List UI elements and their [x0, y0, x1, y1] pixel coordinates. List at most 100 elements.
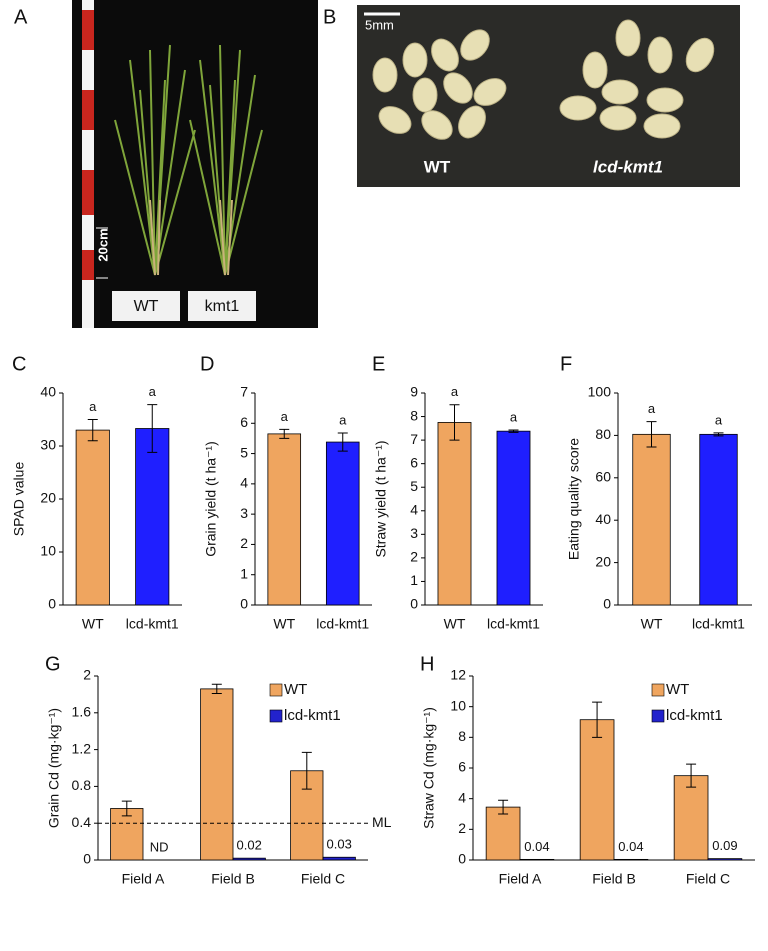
bar-label: a — [648, 401, 656, 416]
y-tick-label: 3 — [410, 525, 418, 541]
y-axis-title: Grain Cd (mg·kg⁻¹) — [46, 708, 62, 828]
legend-swatch — [651, 683, 665, 697]
bar — [519, 858, 555, 861]
scale-label: 5mm — [365, 17, 394, 32]
legend-swatch — [269, 683, 283, 697]
error-bar — [713, 432, 724, 437]
photo-plants — [72, 0, 318, 328]
y-tick-label: 2 — [240, 535, 248, 551]
y-tick-label: 3 — [240, 505, 248, 521]
error-bar — [87, 419, 98, 442]
x-tick-label: Field A — [122, 871, 165, 887]
y-tick-label: 5 — [410, 478, 418, 494]
y-tick-label: 0.8 — [72, 777, 92, 793]
legend-swatch — [269, 709, 283, 723]
bar-label: ND — [150, 839, 169, 854]
y-tick-label: 9 — [410, 384, 418, 400]
panel-label: F — [560, 353, 572, 375]
reference-label: ML — [372, 814, 392, 830]
x-tick-label: WT — [273, 616, 295, 632]
y-tick-label: 8 — [458, 728, 466, 744]
y-tick-label: 100 — [588, 384, 612, 400]
bar — [485, 806, 521, 861]
y-axis-title: Straw yield (t ha⁻¹) — [373, 440, 389, 557]
y-tick-label: 0 — [458, 851, 466, 867]
bar — [75, 429, 110, 606]
legend-label: WT — [284, 681, 307, 698]
panel-label: E — [372, 353, 385, 375]
photo-label: WT — [134, 298, 159, 315]
y-tick-label: 7 — [240, 384, 248, 400]
panel-label: B — [323, 6, 336, 28]
photo-grains — [357, 5, 740, 187]
legend-label: lcd-kmt1 — [666, 707, 723, 724]
error-bar — [211, 683, 222, 694]
error-bar — [498, 799, 509, 815]
y-axis-title: Grain yield (t ha⁻¹) — [203, 441, 219, 557]
error-bar — [592, 701, 603, 738]
y-tick-label: 20 — [40, 490, 56, 506]
y-tick-label: 8 — [410, 407, 418, 423]
x-tick-label: lcd-kmt1 — [126, 616, 179, 632]
y-tick-label: 60 — [595, 469, 611, 485]
bar — [707, 858, 743, 861]
y-tick-label: 1.6 — [72, 704, 92, 720]
scale-label: 20cm — [95, 228, 110, 261]
photo-label: lcd-kmt1 — [593, 157, 663, 176]
y-tick-label: 0 — [240, 596, 248, 612]
y-tick-label: 2 — [83, 667, 91, 683]
y-tick-label: 0 — [603, 596, 611, 612]
y-tick-label: 1 — [240, 565, 248, 581]
bar — [613, 858, 649, 861]
panel-label: H — [420, 653, 434, 675]
y-tick-label: 2 — [410, 549, 418, 565]
x-tick-label: WT — [641, 616, 663, 632]
x-tick-label: Field B — [592, 871, 636, 887]
photo-label: WT — [424, 157, 451, 176]
x-tick-label: WT — [444, 616, 466, 632]
y-tick-label: 6 — [240, 414, 248, 430]
error-bar — [508, 429, 519, 433]
x-tick-label: WT — [82, 616, 104, 632]
photo-label: kmt1 — [205, 298, 240, 315]
y-tick-label: 0 — [410, 596, 418, 612]
panel-label: C — [12, 353, 26, 375]
x-tick-label: lcd-kmt1 — [692, 616, 745, 632]
bar-label: 0.04 — [524, 839, 549, 854]
bar-label: a — [451, 384, 459, 399]
bar-label: 0.02 — [237, 838, 262, 853]
bar-label: 0.04 — [618, 839, 643, 854]
x-tick-label: lcd-kmt1 — [316, 616, 369, 632]
error-bar — [646, 421, 657, 448]
x-tick-label: Field C — [301, 871, 345, 887]
error-bar — [147, 404, 158, 453]
bar — [437, 422, 472, 606]
y-tick-label: 10 — [450, 697, 466, 713]
y-tick-label: 1 — [410, 572, 418, 588]
panel-label: D — [200, 353, 214, 375]
panel-label: A — [14, 6, 28, 28]
error-bar — [301, 751, 312, 790]
y-tick-label: 12 — [450, 667, 466, 683]
x-tick-label: lcd-kmt1 — [487, 616, 540, 632]
y-tick-label: 4 — [240, 475, 248, 491]
bar-label: 0.03 — [327, 837, 352, 852]
y-tick-label: 10 — [40, 543, 56, 559]
bar — [699, 433, 738, 606]
y-axis-title: Straw Cd (mg·kg⁻¹) — [421, 707, 437, 829]
error-bar — [449, 404, 460, 441]
y-tick-label: 5 — [240, 444, 248, 460]
y-tick-label: 2 — [458, 820, 466, 836]
y-tick-label: 0 — [48, 596, 56, 612]
y-tick-label: 20 — [595, 553, 611, 569]
y-tick-label: 40 — [595, 511, 611, 527]
y-tick-label: 40 — [40, 384, 56, 400]
bar — [325, 441, 360, 606]
y-tick-label: 80 — [595, 426, 611, 442]
bar — [200, 688, 234, 861]
y-tick-label: 0.4 — [72, 814, 92, 830]
y-tick-label: 6 — [458, 759, 466, 775]
error-bar — [337, 432, 348, 452]
y-tick-label: 6 — [410, 454, 418, 470]
